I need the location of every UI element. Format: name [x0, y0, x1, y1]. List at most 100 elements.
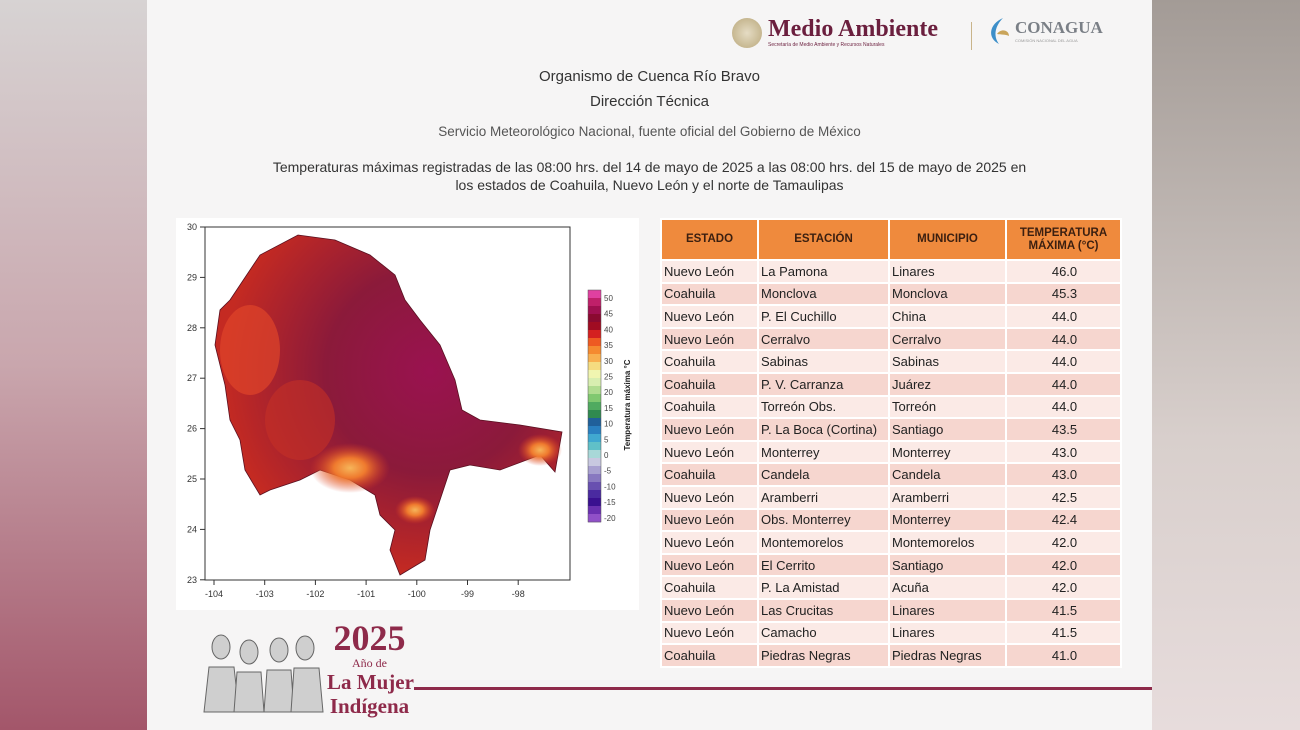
medio-ambiente-logo: Medio Ambiente Secretaría de Medio Ambie…	[732, 16, 938, 49]
cell-estacion: Aramberri	[757, 484, 890, 510]
cell-municipio: Monterrey	[888, 507, 1007, 533]
colorbar-segment	[588, 402, 601, 411]
cell-estacion: La Pamona	[757, 259, 890, 284]
cell-temperatura: 41.5	[1005, 620, 1122, 646]
logo-text: Medio Ambiente	[768, 16, 938, 42]
smn-line: Servicio Meteorológico Nacional, fuente …	[438, 124, 861, 139]
footer-indigena: Indígena	[329, 694, 410, 718]
footer-ano-de: Año de	[352, 656, 387, 670]
colorbar-segment	[588, 498, 601, 507]
cell-estacion: Monterrey	[757, 439, 890, 465]
colorbar-tick: 50	[604, 294, 613, 303]
cell-estado: Coahuila	[660, 349, 759, 374]
colorbar-segment	[588, 450, 601, 459]
x-tick-label: -101	[357, 589, 375, 599]
cell-municipio: Candela	[888, 462, 1007, 487]
colorbar-segment	[588, 410, 601, 419]
cell-estado: Coahuila	[660, 643, 759, 668]
table-row: Coahuila Candela Candela 43.0	[660, 462, 1122, 487]
cell-estado: Nuevo León	[660, 417, 759, 442]
table-row: Nuevo León P. El Cuchillo China 44.0	[660, 304, 1122, 329]
colorbar-segment	[588, 330, 601, 339]
colorbar-segment	[588, 362, 601, 371]
cell-estacion: Monclova	[757, 281, 890, 307]
cell-temperatura: 45.3	[1005, 281, 1122, 307]
cell-temperatura: 41.0	[1005, 643, 1122, 668]
cell-estado: Coahuila	[660, 281, 759, 307]
cell-estacion: Montemorelos	[757, 530, 890, 555]
colorbar-segment	[588, 490, 601, 499]
cell-temperatura: 42.0	[1005, 552, 1122, 578]
table-row: Nuevo León Cerralvo Cerralvo 44.0	[660, 326, 1122, 352]
table-row: Coahuila P. V. Carranza Juárez 44.0	[660, 371, 1122, 397]
seal-icon	[732, 17, 762, 48]
cell-municipio: Sabinas	[888, 349, 1007, 374]
cell-estado: Nuevo León	[660, 326, 759, 352]
cell-temperatura: 44.0	[1005, 349, 1122, 374]
y-tick-label: 24	[187, 524, 197, 534]
slide: Medio Ambiente Secretaría de Medio Ambie…	[147, 0, 1152, 730]
colorbar-tick: 5	[604, 435, 609, 444]
cell-temperatura: 43.5	[1005, 417, 1122, 442]
colorbar-segment	[588, 514, 601, 523]
cell-municipio: Cerralvo	[888, 326, 1007, 352]
cell-municipio: China	[888, 304, 1007, 329]
cell-temperatura: 44.0	[1005, 371, 1122, 397]
cell-municipio: Montemorelos	[888, 530, 1007, 555]
y-tick-label: 30	[187, 222, 197, 232]
cell-municipio: Aramberri	[888, 484, 1007, 510]
colorbar-segment	[588, 394, 601, 403]
colorbar-tick: 0	[604, 451, 609, 460]
cell-estacion: Torreón Obs.	[757, 394, 890, 420]
colorbar-tick: -20	[604, 514, 616, 523]
divider	[971, 22, 972, 50]
colorbar-segment	[588, 458, 601, 467]
colorbar-tick: 20	[604, 388, 613, 397]
colorbar-segment	[588, 386, 601, 395]
cell-estacion: P. La Boca (Cortina)	[757, 417, 890, 442]
table-row: Coahuila Sabinas Sabinas 44.0	[660, 349, 1122, 374]
x-tick-label: -103	[256, 589, 274, 599]
col-temperatura: TEMPERATURA MÁXIMA (°C)	[1005, 218, 1122, 261]
colorbar-tick: 25	[604, 373, 613, 382]
temperature-table: ESTADO ESTACIÓN MUNICIPIO TEMPERATURA MÁ…	[660, 218, 1122, 668]
org-name: Organismo de Cuenca Río Bravo	[539, 68, 760, 85]
cell-estacion: Piedras Negras	[757, 643, 890, 668]
cell-temperatura: 42.0	[1005, 575, 1122, 600]
colorbar-segment	[588, 426, 601, 435]
table-row: Coahuila P. La Amistad Acuña 42.0	[660, 575, 1122, 600]
title-line2: los estados de Coahuila, Nuevo León y el…	[455, 177, 844, 193]
colorbar-tick: 40	[604, 325, 613, 334]
cell-estacion: P. La Amistad	[757, 575, 890, 600]
cell-municipio: Santiago	[888, 417, 1007, 442]
colorbar-tick: -10	[604, 482, 616, 491]
cell-municipio: Monclova	[888, 281, 1007, 307]
y-tick-label: 23	[187, 575, 197, 585]
colorbar-segment	[588, 298, 601, 307]
table-row: Nuevo León Aramberri Aramberri 42.5	[660, 484, 1122, 510]
cell-estacion: Cerralvo	[757, 326, 890, 352]
table-row: Nuevo León Montemorelos Montemorelos 42.0	[660, 530, 1122, 555]
y-tick-label: 26	[187, 424, 197, 434]
plot-frame	[204, 226, 571, 581]
cell-municipio: Piedras Negras	[888, 643, 1007, 668]
cell-estado: Nuevo León	[660, 620, 759, 646]
colorbar-tick: 35	[604, 341, 613, 350]
cell-estado: Coahuila	[660, 394, 759, 420]
cell-estado: Nuevo León	[660, 259, 759, 284]
colorbar-label: Temperatura máxima °C	[623, 359, 632, 450]
cell-temperatura: 42.0	[1005, 530, 1122, 555]
colorbar-tick: 10	[604, 420, 613, 429]
colorbar-segment	[588, 378, 601, 387]
x-tick-label: -100	[408, 589, 426, 599]
background-right	[1152, 0, 1300, 730]
col-estado: ESTADO	[660, 218, 759, 261]
cell-municipio: Juárez	[888, 371, 1007, 397]
cell-temperatura: 42.4	[1005, 507, 1122, 533]
x-tick-label: -98	[512, 589, 525, 599]
colorbar-tick: 30	[604, 357, 613, 366]
background-left	[0, 0, 147, 730]
logo-subtext: Secretaría de Medio Ambiente y Recursos …	[768, 42, 885, 48]
cell-estacion: El Cerrito	[757, 552, 890, 578]
table-row: Coahuila Piedras Negras Piedras Negras 41.0	[660, 643, 1122, 668]
